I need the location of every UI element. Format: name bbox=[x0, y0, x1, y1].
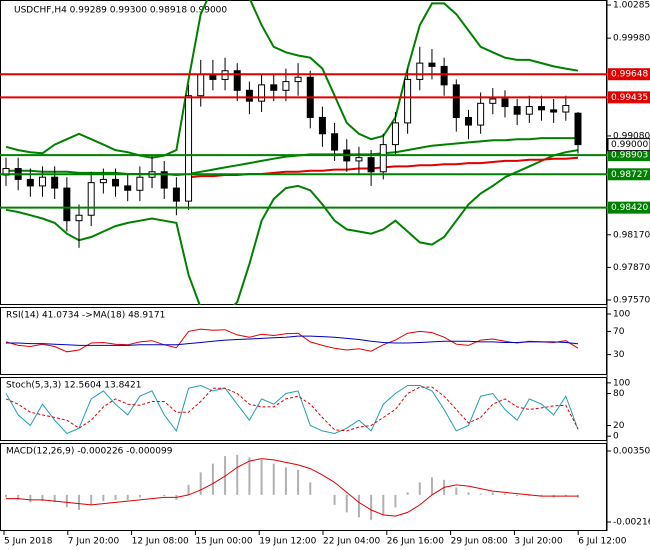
indicator-line bbox=[6, 335, 579, 346]
candle-body bbox=[39, 176, 47, 187]
candle-body bbox=[489, 98, 497, 104]
candle-body bbox=[160, 171, 168, 189]
candle-body bbox=[416, 62, 424, 80]
y-tick-label: 20 bbox=[613, 421, 625, 431]
level-label: 0.98903 bbox=[611, 151, 648, 161]
y-tick-label: 100 bbox=[613, 309, 630, 319]
candle-body bbox=[404, 78, 412, 124]
y-tick-label: 1.00285 bbox=[613, 0, 650, 10]
candle-body bbox=[172, 187, 180, 202]
x-tick-label: 29 Jun 08:00 bbox=[451, 537, 508, 547]
candle-body bbox=[270, 84, 278, 91]
y-tick-label: 0.99080 bbox=[613, 131, 650, 141]
level-label: 0.99435 bbox=[611, 93, 648, 103]
candle-body bbox=[331, 133, 339, 151]
level-label-box bbox=[608, 201, 650, 214]
indicator-line bbox=[5, 0, 579, 159]
candle-body bbox=[75, 214, 83, 222]
candle-body bbox=[452, 84, 460, 118]
candle-body bbox=[513, 106, 521, 115]
y-tick-label: 100 bbox=[613, 378, 630, 388]
x-tick-label: 15 Jun 00:00 bbox=[195, 537, 252, 547]
level-label: 0.99648 bbox=[611, 70, 648, 80]
panel bbox=[5, 328, 579, 353]
indicator-line bbox=[5, 386, 579, 432]
candle-body bbox=[99, 178, 107, 184]
candle-body bbox=[355, 157, 363, 162]
level-label-box bbox=[608, 168, 650, 181]
level-label-box bbox=[608, 68, 650, 81]
candle-body bbox=[185, 95, 193, 202]
chart-title: USDCHF,H4 0.99289 0.99300 0.98918 0.9900… bbox=[14, 6, 227, 16]
candle-body bbox=[26, 178, 34, 187]
candle-body bbox=[124, 185, 132, 191]
level-label-box bbox=[608, 91, 650, 104]
indicator-line bbox=[6, 458, 578, 517]
indicator-line bbox=[5, 149, 579, 305]
y-tick-label: 0.98170 bbox=[613, 230, 650, 240]
level-label-box bbox=[608, 149, 650, 162]
candle-body bbox=[51, 176, 59, 189]
level-label: 0.98727 bbox=[611, 170, 648, 180]
candle-body bbox=[550, 109, 558, 113]
indicator-label: Stoch(5,3,3) 12.5604 13.8421 bbox=[6, 381, 141, 391]
last-price-label: 0.99000 bbox=[611, 140, 648, 150]
last-price-box bbox=[607, 138, 650, 152]
y-tick-label: 0.97870 bbox=[613, 263, 650, 273]
x-tick-label: 26 Jun 16:00 bbox=[387, 537, 444, 547]
y-tick-label: 0.97570 bbox=[613, 296, 650, 306]
indicator-line bbox=[5, 384, 579, 435]
candle-body bbox=[562, 105, 570, 113]
candle-body bbox=[282, 81, 290, 91]
candle-body bbox=[440, 65, 448, 86]
candle-body bbox=[136, 176, 144, 191]
candle-body bbox=[233, 70, 241, 91]
x-tick-label: 7 Jun 20:00 bbox=[68, 537, 120, 547]
candle-body bbox=[477, 102, 485, 126]
y-tick-label: 0.003508 bbox=[613, 447, 650, 457]
level-label: 0.98420 bbox=[611, 203, 648, 213]
y-tick-label: 80 bbox=[613, 389, 625, 399]
candle-body bbox=[525, 106, 533, 115]
candle-body bbox=[112, 178, 120, 187]
candle-body bbox=[294, 76, 302, 83]
candle-body bbox=[574, 112, 582, 146]
panel bbox=[5, 454, 579, 520]
indicator-label: MACD(12,26,9) -0.000226 -0.000099 bbox=[6, 447, 173, 457]
candle-body bbox=[318, 116, 326, 135]
candle-body bbox=[464, 116, 472, 126]
candle-body bbox=[501, 98, 509, 108]
indicator-label: RSI(14) 41.0734 ->MA(18) 48.9171 bbox=[6, 311, 165, 321]
panel bbox=[5, 384, 579, 435]
y-tick-label: 70 bbox=[613, 327, 625, 337]
candle-body bbox=[87, 182, 95, 216]
candle-body bbox=[391, 122, 399, 146]
candle-body bbox=[537, 106, 545, 111]
y-tick-label: -0.002169 bbox=[613, 517, 650, 527]
y-tick-label: 0.99980 bbox=[613, 34, 650, 44]
candle-body bbox=[258, 84, 266, 102]
x-tick-label: 22 Jun 04:00 bbox=[323, 537, 380, 547]
candle-body bbox=[197, 73, 205, 97]
candle-body bbox=[63, 187, 71, 222]
x-tick-label: 6 Jul 12:00 bbox=[578, 537, 627, 547]
panel bbox=[2, 0, 582, 305]
x-tick-label: 5 Jun 2018 bbox=[4, 537, 53, 547]
candle-body bbox=[245, 89, 253, 102]
y-tick-label: 0 bbox=[613, 432, 619, 442]
x-tick-label: 3 Jul 20:00 bbox=[514, 537, 563, 547]
candle-body bbox=[367, 157, 375, 173]
x-tick-label: 19 Jun 12:00 bbox=[259, 537, 316, 547]
candle-body bbox=[379, 144, 387, 173]
candle-body bbox=[428, 62, 436, 67]
x-tick-label: 12 Jun 08:00 bbox=[132, 537, 189, 547]
y-tick-label: 30 bbox=[613, 350, 625, 360]
indicator-line bbox=[5, 328, 579, 353]
